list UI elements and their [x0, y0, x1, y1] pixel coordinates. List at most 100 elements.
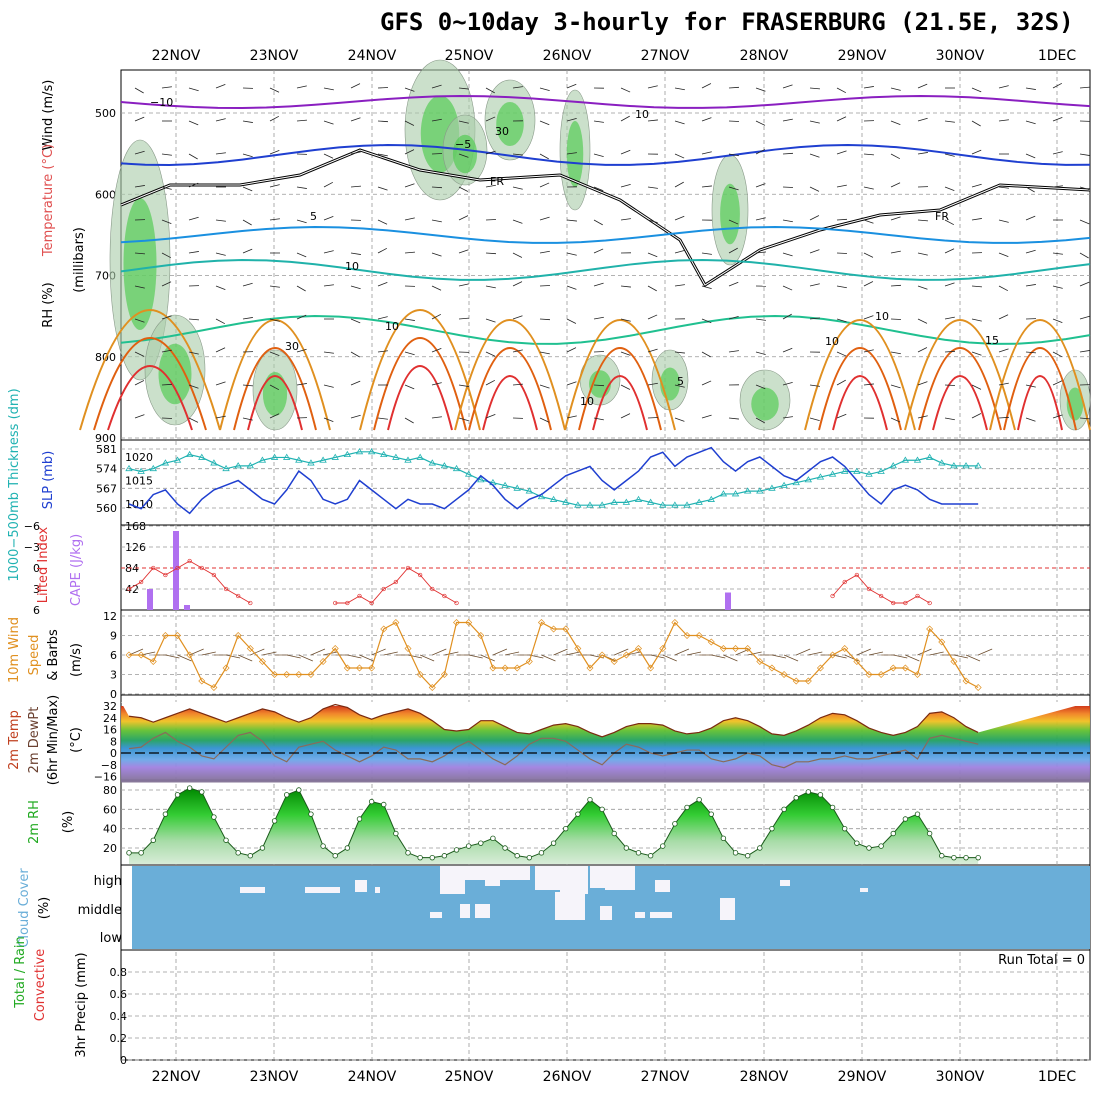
wind-barb [1079, 219, 1090, 225]
lifted-index-line [832, 574, 930, 604]
surface-wind-barb [771, 654, 787, 659]
wind-barb [647, 314, 658, 320]
wind-speed-point [198, 677, 206, 685]
wind-barb [917, 117, 928, 122]
lifted-index-point [878, 593, 884, 599]
wind-barb [269, 318, 280, 322]
wind-barb [323, 250, 334, 254]
rh-point [126, 850, 132, 856]
rh-point [368, 798, 375, 805]
rh-point [417, 854, 423, 861]
li-tick-4: 6 [33, 604, 40, 617]
wind-barb [1079, 315, 1090, 320]
wind-barb [890, 216, 901, 221]
thickness-point [355, 448, 364, 455]
wind-barb [998, 314, 1009, 320]
wind-speed-point [125, 651, 133, 659]
thickness-point [149, 464, 157, 472]
surface-wind-barb [177, 654, 192, 662]
wind-barb [512, 281, 523, 287]
lifted-index-point [393, 579, 399, 585]
temp-line [128, 703, 979, 738]
wind-barb [755, 87, 766, 92]
wind-barb [566, 152, 577, 155]
surface-wind-barb [468, 654, 483, 659]
wind-barb [539, 182, 550, 188]
wind-barb [566, 415, 577, 419]
thickness-point [925, 453, 934, 460]
wind-barb [917, 285, 928, 290]
wind-barb [971, 413, 982, 419]
wind-barb [242, 186, 253, 192]
mb-tick-900: 900 [95, 432, 116, 445]
wind-barb [782, 313, 792, 320]
warm-dome-3-1 [468, 347, 552, 431]
wind-barb [215, 285, 226, 290]
wind-speed-point [537, 619, 545, 626]
wind-speed-point [489, 664, 497, 672]
wind-barb [701, 351, 711, 358]
temp-tick-3: 8 [110, 735, 117, 748]
wind-barb [242, 153, 253, 158]
label-millibars: (millibars) [72, 227, 87, 293]
surface-wind-barb [978, 648, 993, 656]
wind-barb [566, 381, 577, 386]
wind-barb [890, 284, 902, 287]
wind-barb [728, 219, 739, 225]
wind-barb [134, 87, 144, 94]
label-10m-wind: 10m Wind [7, 617, 22, 683]
label-rh-unit: (%) [61, 811, 76, 834]
wind-tick-0: 0 [110, 688, 117, 701]
rh-point [599, 806, 605, 813]
wind-barb [917, 381, 928, 386]
thickness-point [185, 450, 194, 458]
rh-point [611, 830, 617, 837]
wind-barb [728, 86, 740, 89]
thk-tick-581: 581 [96, 443, 117, 456]
wind-barb [701, 414, 712, 419]
rh-point [587, 796, 593, 803]
wind-barb [512, 186, 523, 190]
wind-barb [512, 86, 523, 89]
wind-barb [917, 252, 928, 256]
rh-point [793, 795, 799, 801]
thk-tick-560: 560 [96, 502, 117, 515]
rh-point [199, 789, 205, 795]
wind-barb [998, 416, 1010, 419]
cloud-patch-13 [430, 912, 442, 918]
contour-label-5: 10 [345, 260, 359, 273]
lifted-index-point [175, 565, 180, 571]
wind-speed-line [129, 621, 979, 689]
wind-barb [512, 153, 523, 156]
wind-barb [431, 153, 443, 155]
thickness-point [537, 492, 546, 500]
rh-point [854, 840, 860, 846]
contour-label-8: 5 [677, 375, 684, 388]
surface-wind-barb [238, 654, 253, 662]
wind-barb [647, 285, 657, 292]
wind-barb [431, 285, 442, 291]
wind-barb [458, 215, 469, 221]
wind-barb [350, 318, 361, 324]
wind-barb [323, 384, 334, 388]
thickness-point [646, 498, 655, 505]
wind-barb [998, 348, 1009, 353]
wind-speed-point [295, 671, 303, 678]
cape-tick-42: 42 [125, 583, 139, 596]
rh-point [502, 845, 508, 851]
rh-point [684, 804, 690, 811]
rh-point [478, 840, 484, 846]
lifted-index-point [138, 579, 144, 585]
wind-barb [242, 317, 253, 320]
surface-wind-barb [298, 654, 313, 662]
wind-barb [485, 150, 496, 155]
rh-point [453, 847, 460, 853]
wind-barb [188, 318, 199, 321]
surface-wind-barb [541, 654, 556, 662]
wind-speed-point [404, 645, 412, 652]
wind-speed-point [343, 664, 351, 672]
surface-wind-barb [723, 654, 738, 662]
wind-barb [1079, 186, 1090, 191]
wind-barb [593, 153, 604, 157]
contour-label-7: 10 [825, 335, 839, 348]
